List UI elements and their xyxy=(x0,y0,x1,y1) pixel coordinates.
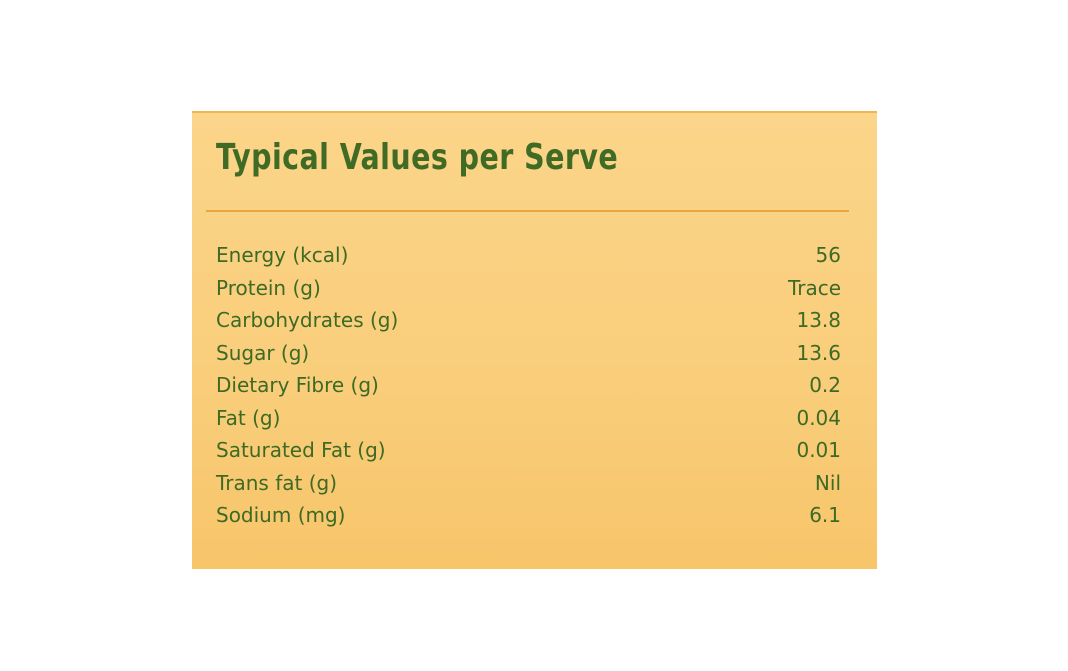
nutrient-value: Nil xyxy=(814,470,841,495)
nutrition-row: Trans fat (g) Nil xyxy=(216,471,841,504)
nutrient-name: Energy (kcal) xyxy=(216,243,349,267)
nutrient-name: Dietary Fibre (g) xyxy=(216,373,379,397)
nutrition-row: Dietary Fibre (g) 0.2 xyxy=(216,373,841,406)
panel-title: Typical Values per Serve xyxy=(216,137,619,178)
nutrition-row: Sugar (g) 13.6 xyxy=(216,341,841,374)
nutrient-name: Sugar (g) xyxy=(216,340,310,365)
nutrient-value: 56 xyxy=(815,243,841,267)
nutrition-row: Fat (g) 0.04 xyxy=(216,406,841,439)
nutrition-panel: Typical Values per Serve Energy (kcal) 56… xyxy=(192,111,877,569)
nutrient-value: 0.2 xyxy=(809,373,841,397)
nutrient-value: 6.1 xyxy=(809,503,841,527)
nutrition-row: Sodium (mg) 6.1 xyxy=(216,503,841,536)
nutrition-row: Saturated Fat (g) 0.01 xyxy=(216,438,841,471)
nutrition-row: Protein (g) Trace xyxy=(216,276,841,309)
nutrition-row: Carbohydrates (g) 13.8 xyxy=(216,308,841,341)
nutrient-value: 0.01 xyxy=(796,438,841,462)
nutrient-name: Protein (g) xyxy=(216,275,321,300)
nutrient-value: 13.8 xyxy=(796,308,841,332)
nutrient-value: 0.04 xyxy=(796,405,841,430)
nutrition-table: Energy (kcal) 56 Protein (g) Trace Carbohydr… xyxy=(216,243,841,536)
nutrition-row: Energy (kcal) 56 xyxy=(216,243,841,276)
nutrient-value: Trace xyxy=(787,275,841,300)
nutrient-name: Carbohydrates (g) xyxy=(216,308,399,332)
nutrient-name: Trans fat (g) xyxy=(216,470,338,495)
nutrient-name: Saturated Fat (g) xyxy=(216,438,386,462)
nutrient-name: Sodium (mg) xyxy=(216,503,346,527)
divider xyxy=(206,210,849,212)
nutrient-value: 13.6 xyxy=(796,340,841,365)
nutrient-name: Fat (g) xyxy=(216,405,281,430)
